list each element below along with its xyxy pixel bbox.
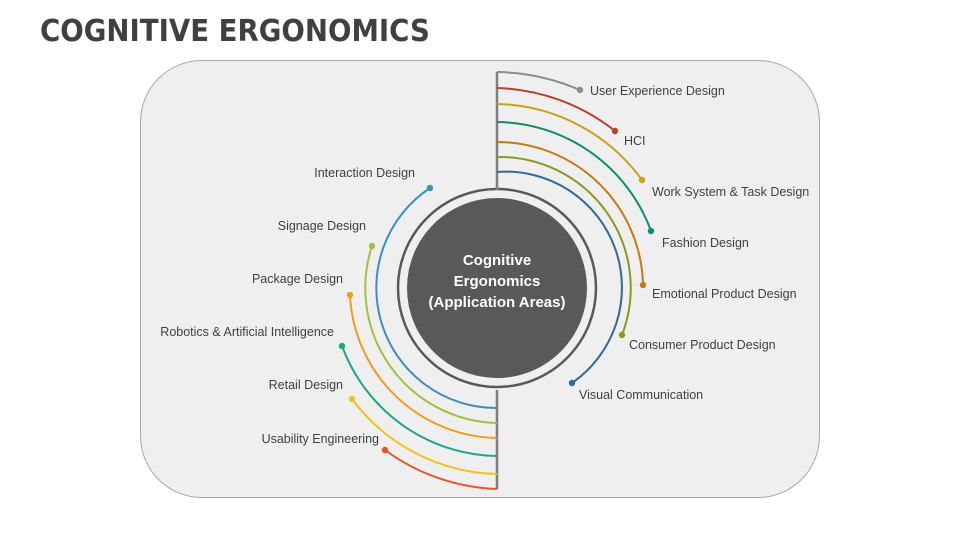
right-label-3: Fashion Design bbox=[662, 236, 749, 250]
right-arc-3 bbox=[496, 121, 652, 232]
right-label-2: Work System & Task Design bbox=[652, 185, 810, 199]
right-arc-dot-5 bbox=[618, 331, 626, 339]
left-arc-dot-5 bbox=[381, 446, 389, 454]
right-arc-5 bbox=[496, 155, 632, 336]
left-label-2: Package Design bbox=[251, 272, 343, 286]
center-line-1: Cognitive bbox=[462, 252, 532, 269]
left-arc-4 bbox=[351, 398, 498, 475]
left-arc-dot-3 bbox=[338, 342, 346, 350]
right-arc-dot-4 bbox=[639, 281, 647, 289]
right-label-4: Emotional Product Design bbox=[652, 287, 797, 301]
left-label-4: Retail Design bbox=[268, 378, 343, 392]
right-arc-dot-3 bbox=[647, 227, 655, 235]
left-arc-dot-0 bbox=[426, 184, 434, 192]
right-arc-dot-1 bbox=[611, 127, 619, 135]
right-arc-4 bbox=[496, 141, 644, 286]
right-label-1: HCI bbox=[624, 134, 646, 148]
center-line-3: (Application Areas) bbox=[428, 294, 566, 311]
center-line-2: Ergonomics bbox=[453, 273, 541, 290]
center-circle bbox=[407, 198, 587, 378]
page-title: COGNITIVE ERGONOMICS bbox=[40, 14, 430, 49]
center-label: Cognitive Ergonomics (Application Areas) bbox=[407, 250, 587, 313]
right-arc-0 bbox=[496, 71, 581, 91]
left-label-0: Interaction Design bbox=[314, 166, 415, 180]
left-label-1: Signage Design bbox=[277, 219, 366, 233]
right-label-0: User Experience Design bbox=[590, 84, 725, 98]
left-arc-dot-4 bbox=[348, 395, 356, 403]
left-arc-0 bbox=[375, 187, 498, 410]
left-label-3: Robotics & Artificial Intelligence bbox=[160, 325, 334, 339]
right-arc-dot-0 bbox=[576, 86, 584, 94]
right-label-6: Visual Communication bbox=[579, 388, 704, 402]
left-label-5: Usability Engineering bbox=[261, 432, 379, 446]
left-arc-dot-1 bbox=[368, 242, 376, 250]
right-arc-1 bbox=[496, 87, 616, 132]
right-label-5: Consumer Product Design bbox=[629, 338, 776, 352]
right-arc-2 bbox=[496, 103, 643, 181]
left-arc-dot-2 bbox=[346, 291, 354, 299]
left-arc-3 bbox=[341, 345, 498, 457]
right-arc-dot-2 bbox=[638, 176, 646, 184]
left-arc-2 bbox=[349, 294, 498, 439]
left-arc-1 bbox=[364, 245, 498, 424]
left-arc-5 bbox=[384, 449, 498, 490]
right-arc-6 bbox=[496, 170, 623, 384]
right-arc-dot-6 bbox=[568, 379, 576, 387]
